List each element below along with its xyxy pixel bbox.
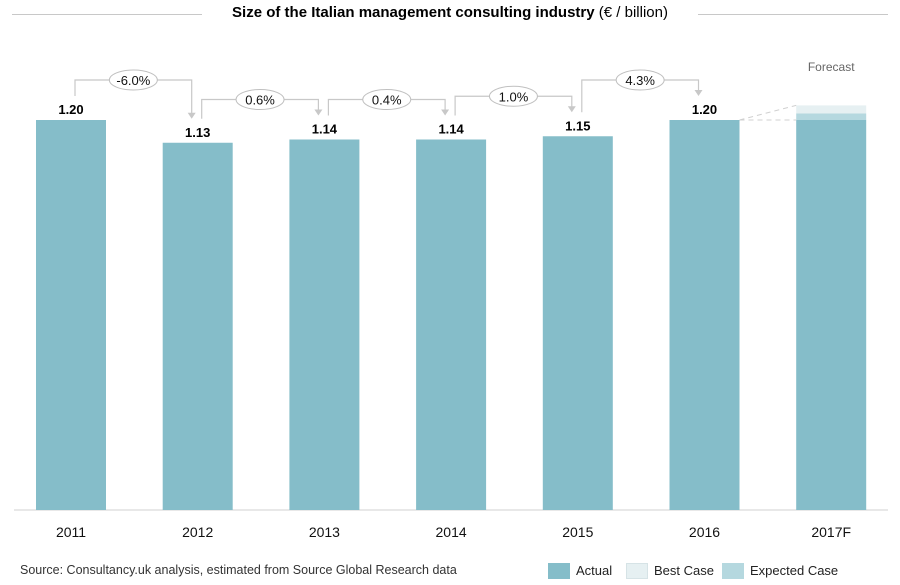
growth-label-2013-2014: 0.4%	[372, 93, 402, 108]
growth-arrowhead-2011-2012	[187, 112, 196, 119]
growth-bubble-2014-2015	[488, 85, 538, 107]
growth-bubble-2012-2013	[235, 89, 285, 110]
forecast-label: Forecast	[808, 60, 855, 74]
growth-label-2012-2013: 0.6%	[245, 93, 275, 108]
legend-label-actual: Actual	[576, 563, 613, 578]
x-tick-label-2017f: 2017F	[811, 524, 851, 540]
data-label-2014: 1.14	[438, 122, 464, 137]
growth-arrowhead-2015-2016	[694, 90, 703, 96]
x-tick-label-2011: 2011	[56, 524, 86, 540]
growth-arrowhead-2013-2014	[441, 109, 450, 116]
data-label-2015: 1.15	[565, 118, 590, 133]
legend-swatch-best-case	[626, 563, 648, 579]
growth-label-2015-2016: 4.3%	[625, 73, 655, 88]
growth-arrowhead-2014-2015	[567, 106, 576, 113]
x-tick-label-2013: 2013	[309, 524, 340, 540]
chart-title-bar: Size of the Italian management consultin…	[0, 0, 900, 30]
forecast-guide-top	[739, 104, 797, 121]
bar-2014	[416, 139, 487, 510]
bar-2016	[669, 120, 740, 510]
growth-label-2011-2012: -6.0%	[116, 73, 150, 88]
growth-bubble-2011-2012	[108, 69, 158, 91]
growth-bubble-2015-2016	[615, 69, 665, 91]
data-label-2011: 1.20	[58, 102, 83, 117]
bar-2015	[542, 136, 613, 510]
bar-2011	[36, 120, 106, 510]
data-label-2016: 1.20	[692, 102, 717, 117]
legend-swatch-expected-case	[722, 563, 744, 579]
x-tick-label-2014: 2014	[436, 524, 467, 540]
chart-title-text: Size of the Italian management consultin…	[232, 4, 595, 21]
chart-title: Size of the Italian management consultin…	[0, 4, 900, 21]
legend-label-best-case: Best Case	[654, 563, 714, 578]
bar-chart: 2011 1.20 2012 1.13 2013 1.14 2014 1.14 2015 1.15…	[14, 60, 888, 540]
data-label-2012: 1.13	[185, 125, 210, 140]
data-label-2013: 1.14	[312, 122, 338, 137]
x-tick-label-2016: 2016	[689, 524, 720, 540]
bar-expected-case-2017f	[796, 113, 867, 120]
bar-best-case-2017f	[796, 105, 867, 114]
bar-2012	[162, 142, 233, 510]
legend-label-expected-case: Expected Case	[750, 563, 839, 578]
bar-2017f	[796, 120, 867, 510]
x-tick-label-2012: 2012	[182, 524, 213, 540]
growth-bubble-2013-2014	[362, 89, 412, 110]
growth-label-2014-2015: 1.0%	[499, 89, 529, 104]
growth-arrowhead-2012-2013	[314, 109, 323, 116]
chart-title-unit: (€ / billion)	[598, 4, 668, 21]
x-tick-label-2015: 2015	[562, 524, 593, 540]
title-divider-right	[698, 14, 888, 15]
legend-swatch-actual	[548, 563, 570, 579]
title-divider-left	[12, 14, 202, 15]
source-note: Source: Consultancy.uk analysis, estimat…	[20, 563, 457, 577]
bar-2013	[289, 139, 360, 510]
